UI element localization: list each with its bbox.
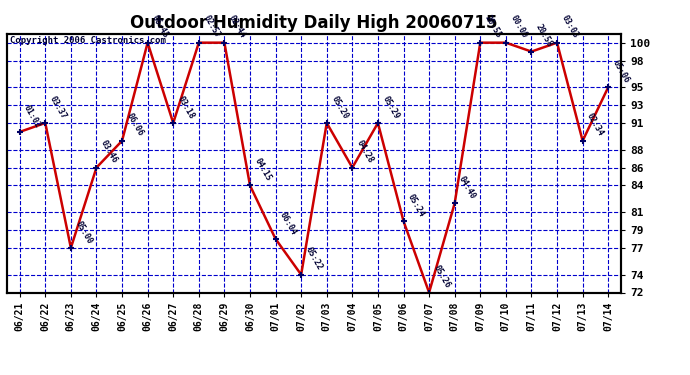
Text: 20:55: 20:55 xyxy=(483,14,503,40)
Text: 02:44: 02:44 xyxy=(227,14,247,40)
Title: Outdoor Humidity Daily High 20060715: Outdoor Humidity Daily High 20060715 xyxy=(130,14,497,32)
Text: 05:26: 05:26 xyxy=(432,264,452,290)
Text: 05:24: 05:24 xyxy=(406,192,426,219)
Text: 06:45: 06:45 xyxy=(150,14,170,40)
Text: 06:04: 06:04 xyxy=(278,210,298,236)
Text: 01:02: 01:02 xyxy=(22,103,43,129)
Text: Copyright 2006 Castronics.com: Copyright 2006 Castronics.com xyxy=(10,36,166,45)
Text: 00:00: 00:00 xyxy=(509,14,529,40)
Text: 05:20: 05:20 xyxy=(329,94,350,120)
Text: 03:03: 03:03 xyxy=(560,14,580,40)
Text: 03:18: 03:18 xyxy=(176,94,196,120)
Text: 20:58: 20:58 xyxy=(534,23,554,49)
Text: 02:57: 02:57 xyxy=(201,14,221,40)
Text: 05:29: 05:29 xyxy=(380,94,401,120)
Text: 05:00: 05:00 xyxy=(73,219,94,245)
Text: 06:06: 06:06 xyxy=(125,112,145,138)
Text: 04:40: 04:40 xyxy=(457,174,477,201)
Text: 05:22: 05:22 xyxy=(304,246,324,272)
Text: 04:15: 04:15 xyxy=(253,157,273,183)
Text: 03:46: 03:46 xyxy=(99,139,119,165)
Text: 05:06: 05:06 xyxy=(611,58,631,85)
Text: 04:28: 04:28 xyxy=(355,139,375,165)
Text: 02:34: 02:34 xyxy=(585,112,605,138)
Text: 03:37: 03:37 xyxy=(48,94,68,120)
